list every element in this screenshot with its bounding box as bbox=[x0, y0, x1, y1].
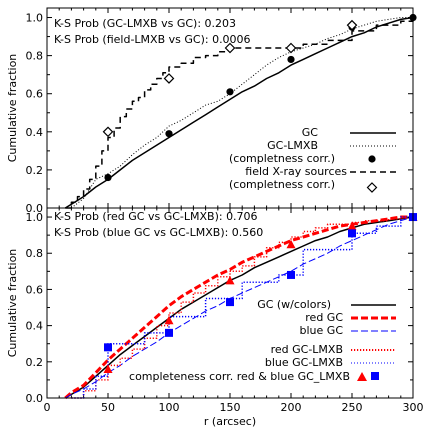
bottom-ytick-label: 1.0 bbox=[26, 211, 44, 224]
bottom-marker-filled-triangle bbox=[164, 315, 174, 325]
bottom-ytick-label: 0.0 bbox=[26, 392, 44, 405]
bottom-x-axis-label: r (arcsec) bbox=[204, 415, 256, 428]
top-legend-label-corr-2: (completness corr.) bbox=[229, 178, 335, 191]
bottom-legend-label-completeness: completeness corr. red & blue GC_LMXB bbox=[129, 370, 350, 383]
top-series-field-x-ray-sources bbox=[65, 17, 414, 209]
bottom-ytick-label: 0.2 bbox=[26, 356, 44, 369]
bottom-ytick-label: 0.4 bbox=[26, 320, 44, 333]
bottom-ytick-label: 0.6 bbox=[26, 283, 44, 296]
bottom-marker-filled-triangle bbox=[347, 221, 357, 231]
bottom-marker-filled-triangle bbox=[225, 275, 235, 285]
bottom-axes-ticks: 0.0 0.2 0.4 0.6 0.8 1.0 0 50 100 150 200 250 300 bbox=[26, 208, 424, 414]
top-legend: GC GC-LMXB (completness corr.) field X-r… bbox=[229, 126, 396, 193]
bottom-xtick-label: 250 bbox=[342, 401, 363, 414]
top-legend-label-field: field X-ray sources bbox=[245, 165, 347, 178]
top-series-lines bbox=[64, 16, 414, 209]
top-ks-text-2: K-S Prob (field-LMXB vs GC): 0.0006 bbox=[54, 33, 251, 46]
top-marker-open-diamond bbox=[102, 126, 114, 138]
top-legend-swatch-filled-circle bbox=[368, 155, 376, 163]
top-ytick-label: 0.6 bbox=[26, 88, 44, 101]
bottom-legend-label-red-gc: red GC bbox=[305, 311, 343, 324]
bottom-ks-text-1: K-S Prob (red GC vs GC-LMXB): 0.706 bbox=[54, 210, 258, 223]
bottom-series-red-gc bbox=[64, 215, 413, 400]
top-ks-text-1: K-S Prob (GC-LMXB vs GC): 0.203 bbox=[54, 17, 236, 30]
bottom-series-blue-gc-lmxb bbox=[71, 216, 413, 399]
bottom-marker-filled-square bbox=[104, 343, 112, 352]
bottom-series-blue-gc bbox=[65, 216, 414, 399]
bottom-legend-label-blue-gc-lmxb: blue GC-LMXB bbox=[265, 356, 343, 369]
top-marker-filled-circle bbox=[287, 55, 295, 64]
bottom-legend-label-red-gc-lmxb: red GC-LMXB bbox=[271, 343, 343, 356]
top-marker-open-diamond bbox=[224, 42, 236, 54]
bottom-marker-filled-triangle bbox=[286, 239, 296, 249]
bottom-y-axis-label: Cumulative fraction bbox=[6, 249, 19, 358]
bottom-xtick-label: 150 bbox=[220, 401, 241, 414]
bottom-xtick-label: 50 bbox=[101, 401, 115, 414]
top-legend-label-gc: GC bbox=[302, 126, 319, 139]
top-ytick-label: 1.0 bbox=[26, 12, 44, 25]
bottom-ytick-label: 0.8 bbox=[26, 247, 44, 260]
top-ytick-label: 0.8 bbox=[26, 50, 44, 63]
top-legend-swatch-open-diamond bbox=[366, 182, 378, 193]
bottom-legend-swatch-blue-square bbox=[371, 372, 379, 380]
top-ytick-label: 0.2 bbox=[26, 164, 44, 177]
top-marker-open-diamond bbox=[346, 19, 358, 31]
top-marker-open-diamond bbox=[285, 42, 297, 54]
top-marker-filled-circle bbox=[104, 173, 112, 182]
top-legend-label-gc-lmxb: GC-LMXB bbox=[267, 139, 318, 152]
top-ytick-label: 0.0 bbox=[26, 202, 44, 215]
top-legend-label-corr-1: (completness corr.) bbox=[229, 152, 335, 165]
top-ytick-label: 0.4 bbox=[26, 126, 44, 139]
bottom-panel: 0.0 0.2 0.4 0.6 0.8 1.0 0 50 100 150 200 250 300 K-S… bbox=[6, 207, 424, 428]
bottom-marker-filled-triangle bbox=[103, 364, 113, 374]
top-y-axis-label: Cumulative fraction bbox=[6, 54, 19, 163]
bottom-axes-frame bbox=[46, 207, 414, 399]
top-marker-filled-circle bbox=[165, 130, 173, 138]
bottom-legend-swatch-red-triangle bbox=[357, 372, 367, 381]
bottom-xtick-label: 200 bbox=[281, 401, 302, 414]
top-marker-open-diamond bbox=[163, 73, 175, 84]
bottom-xtick-label: 300 bbox=[403, 401, 424, 414]
top-marker-filled-circle bbox=[226, 88, 234, 96]
bottom-ks-text-2: K-S Prob (blue GC vs GC-LMXB): 0.560 bbox=[54, 226, 263, 239]
bottom-legend-label-gc-wcolors: GC (w/colors) bbox=[257, 298, 331, 311]
bottom-series-red-gc-lmxb bbox=[71, 216, 413, 399]
bottom-marker-filled-square bbox=[226, 298, 234, 307]
top-markers bbox=[102, 13, 417, 182]
bottom-legend: GC (w/colors) red GC blue GC red GC-LMXB… bbox=[129, 298, 396, 383]
bottom-xtick-label: 100 bbox=[159, 401, 180, 414]
top-series-gc-lmxb bbox=[71, 17, 413, 209]
bottom-xtick-label: 0 bbox=[44, 401, 51, 414]
top-series-gc bbox=[64, 16, 414, 209]
bottom-marker-filled-square bbox=[348, 229, 356, 238]
bottom-marker-filled-square bbox=[287, 270, 295, 279]
top-panel: 0.0 0.2 0.4 0.6 0.8 1.0 K-S Prob (GC-LMXB vs … bbox=[6, 7, 417, 215]
bottom-marker-filled-square bbox=[165, 328, 173, 337]
bottom-legend-label-blue-gc: blue GC bbox=[300, 324, 344, 337]
